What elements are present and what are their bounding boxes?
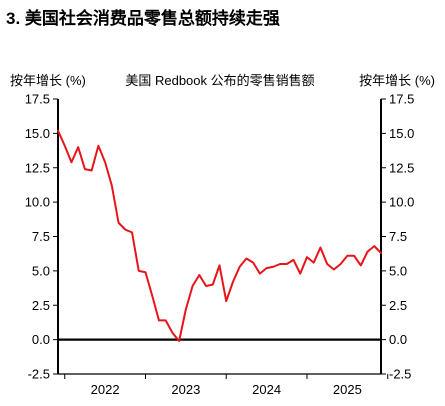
left-tick-label: 5.0 <box>32 263 50 278</box>
right-tick-label: 10.0 <box>389 195 414 210</box>
right-y-ticks: 17.5 15.0 12.5 10.0 7.5 5.0 2.5 0.0 -2.5 <box>381 92 414 382</box>
left-tick-label: 12.5 <box>25 160 50 175</box>
x-ticks: 2022 2023 2024 2025 <box>64 374 389 397</box>
right-tick-label: 0.0 <box>389 332 407 347</box>
chart-title: 美国 Redbook 公布的零售销售额 <box>125 73 314 88</box>
left-y-ticks: 17.5 15.0 12.5 10.0 7.5 5.0 2.5 0.0 -2.5 <box>25 92 58 382</box>
figure-title: 3. 美国社会消费品零售总额持续走强 <box>6 9 280 28</box>
right-tick-label: 12.5 <box>389 160 414 175</box>
series-line <box>57 129 382 342</box>
series-layer <box>57 129 382 342</box>
right-tick-label: 5.0 <box>389 263 407 278</box>
x-tick-label: 2023 <box>171 382 200 397</box>
left-tick-label: 15.0 <box>25 126 50 141</box>
x-tick-label: 2022 <box>91 382 120 397</box>
right-tick-label: 2.5 <box>389 298 407 313</box>
right-tick-label: -2.5 <box>389 367 411 382</box>
axes <box>57 99 382 375</box>
right-axis-label: 按年增长 (%) <box>359 73 435 88</box>
left-tick-label: 17.5 <box>25 92 50 107</box>
right-tick-label: 7.5 <box>389 229 407 244</box>
left-tick-label: -2.5 <box>28 367 50 382</box>
right-tick-label: 15.0 <box>389 126 414 141</box>
left-tick-label: 10.0 <box>25 195 50 210</box>
x-tick-label: 2025 <box>333 382 362 397</box>
left-tick-label: 2.5 <box>32 298 50 313</box>
left-axis-label: 按年增长 (%) <box>10 73 86 88</box>
left-tick-label: 7.5 <box>32 229 50 244</box>
left-tick-label: 0.0 <box>32 332 50 347</box>
x-tick-label: 2024 <box>252 382 281 397</box>
right-tick-label: 17.5 <box>389 92 414 107</box>
